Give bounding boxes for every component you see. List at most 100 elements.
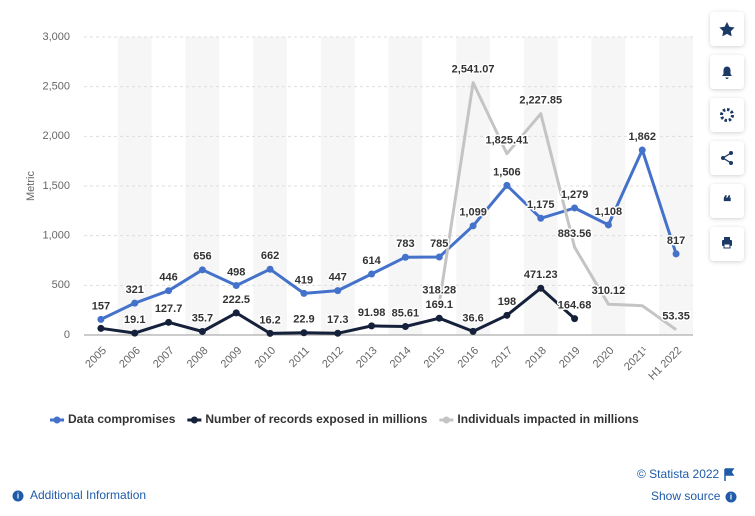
y-tick-label: 1,500 bbox=[42, 180, 70, 192]
value-label: 53.35 bbox=[662, 311, 690, 323]
x-tick-label: 2015 bbox=[422, 345, 448, 371]
value-label: 2,227.85 bbox=[519, 95, 562, 107]
point bbox=[672, 250, 680, 258]
x-tick-label: 2021¹ bbox=[622, 344, 651, 373]
value-label: 419 bbox=[295, 274, 313, 286]
point bbox=[503, 181, 511, 189]
x-tick-label: 2012 bbox=[320, 345, 346, 371]
point bbox=[537, 284, 545, 292]
point bbox=[97, 324, 105, 332]
settings-button[interactable] bbox=[710, 98, 744, 132]
point bbox=[300, 329, 308, 337]
point bbox=[165, 318, 173, 326]
value-label: 446 bbox=[159, 272, 177, 284]
favorite-button[interactable] bbox=[710, 12, 744, 46]
value-label: 471.23 bbox=[524, 269, 558, 281]
value-label: 318.28 bbox=[422, 284, 456, 296]
value-label: 1,099 bbox=[459, 207, 487, 219]
legend-swatch bbox=[190, 416, 198, 424]
point bbox=[334, 329, 342, 337]
x-tick-label: 2018 bbox=[523, 345, 549, 371]
y-tick-label: 2,000 bbox=[42, 130, 70, 142]
value-label: 198 bbox=[498, 296, 516, 308]
value-label: 662 bbox=[261, 250, 279, 262]
x-tick-label: 2019 bbox=[557, 345, 583, 371]
point bbox=[131, 329, 139, 337]
value-label: 1,279 bbox=[561, 189, 589, 201]
y-tick-label: 1,000 bbox=[42, 230, 70, 242]
point bbox=[469, 327, 477, 335]
point bbox=[638, 146, 646, 154]
value-label: 614 bbox=[362, 255, 381, 267]
x-tick-label: 2007 bbox=[151, 345, 177, 371]
value-label: 783 bbox=[396, 238, 414, 250]
copyright[interactable]: © Statista 2022 bbox=[637, 467, 720, 481]
x-tick-label: 2020 bbox=[591, 345, 617, 371]
value-label: 817 bbox=[667, 235, 685, 247]
value-label: 36.6 bbox=[462, 312, 483, 324]
info-icon bbox=[725, 491, 737, 503]
flag-icon bbox=[724, 468, 735, 481]
print-button[interactable] bbox=[710, 227, 744, 261]
value-label: 656 bbox=[193, 251, 211, 263]
series-line bbox=[100, 148, 678, 321]
plot bbox=[97, 81, 680, 337]
value-label: 16.2 bbox=[259, 314, 280, 326]
x-tick-label: 2006 bbox=[117, 345, 143, 371]
value-label: 157 bbox=[92, 300, 110, 312]
alert-button[interactable] bbox=[710, 55, 744, 89]
value-label: 91.98 bbox=[358, 307, 386, 319]
value-label: 310.12 bbox=[592, 285, 626, 297]
point bbox=[232, 282, 240, 290]
point bbox=[198, 266, 206, 274]
value-label: 222.5 bbox=[222, 294, 250, 306]
svg-text:❝: ❝ bbox=[723, 194, 732, 211]
point bbox=[300, 289, 308, 297]
value-label: 17.3 bbox=[327, 314, 348, 326]
point bbox=[131, 299, 139, 307]
x-tick-label: 2005 bbox=[83, 345, 109, 371]
value-label: 1,825.41 bbox=[486, 135, 529, 147]
point bbox=[198, 327, 206, 335]
point bbox=[334, 287, 342, 295]
point bbox=[401, 322, 409, 330]
value-label: 321 bbox=[126, 284, 144, 296]
value-label: 22.9 bbox=[293, 314, 314, 326]
point bbox=[232, 309, 240, 317]
value-label: 785 bbox=[430, 238, 448, 250]
y-tick-label: 3,000 bbox=[42, 31, 70, 43]
series-line bbox=[437, 81, 677, 331]
value-label: 35.7 bbox=[192, 312, 213, 324]
point bbox=[469, 222, 477, 230]
x-tick-label: 2017 bbox=[489, 345, 515, 371]
x-tick-label: 2011 bbox=[287, 345, 312, 370]
point bbox=[266, 265, 274, 273]
value-label: 498 bbox=[227, 266, 245, 278]
show-source[interactable]: Show source bbox=[651, 489, 721, 503]
value-label: 85.61 bbox=[392, 307, 420, 319]
point bbox=[266, 329, 274, 337]
point bbox=[368, 322, 376, 330]
point bbox=[604, 221, 612, 229]
value-label: 19.1 bbox=[124, 314, 145, 326]
legend-item[interactable]: Data compromises bbox=[50, 412, 176, 426]
cite-button[interactable]: ❝ bbox=[710, 184, 744, 218]
legend-swatch bbox=[53, 416, 61, 424]
info-icon-glyph: i bbox=[730, 493, 732, 502]
point bbox=[537, 214, 545, 222]
value-label: 169.1 bbox=[425, 299, 453, 311]
legend: Data compromises Number of records expose… bbox=[50, 412, 639, 426]
share-button[interactable] bbox=[710, 141, 744, 175]
x-tick-label: 2009 bbox=[219, 345, 245, 371]
legend-item[interactable]: Individuals impacted in millions bbox=[439, 412, 639, 426]
point bbox=[435, 314, 443, 322]
data-labels: 157 321 446 656 498 662 419 447 614 783 785 1,099 1,… bbox=[90, 62, 691, 328]
value-label: 447 bbox=[329, 272, 347, 284]
column-band bbox=[388, 37, 423, 335]
legend-item[interactable]: Number of records exposed in millions bbox=[187, 412, 428, 426]
point bbox=[503, 311, 511, 319]
additional-information[interactable]: Additional Information bbox=[30, 488, 146, 502]
legend-label: Number of records exposed in millions bbox=[205, 412, 427, 426]
column-band bbox=[185, 37, 220, 335]
value-label: 1,175 bbox=[527, 199, 555, 211]
